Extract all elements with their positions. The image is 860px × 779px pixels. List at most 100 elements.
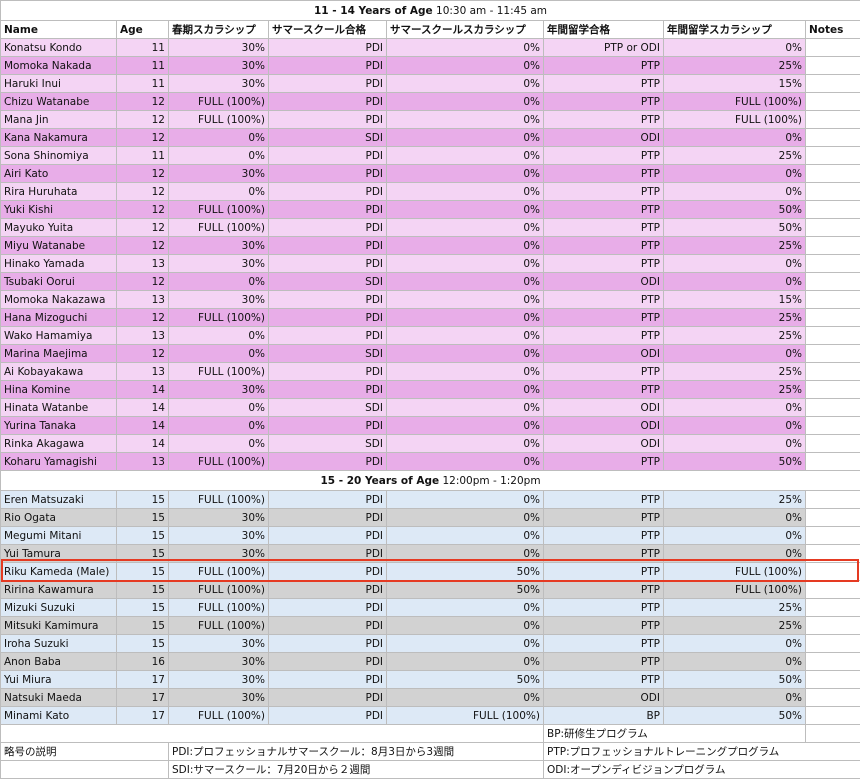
cell: PDI [269, 545, 387, 563]
cell: PTP [544, 617, 664, 635]
cell: FULL (100%) [169, 563, 269, 581]
notes-cell [806, 165, 860, 183]
student-name: Megumi Mitani [1, 527, 117, 545]
cell: PDI [269, 219, 387, 237]
notes-cell [806, 635, 860, 653]
header-cell: サマースクールスカラシップ [387, 21, 544, 39]
cell: FULL (100%) [169, 201, 269, 219]
student-name: Kana Nakamura [1, 129, 117, 147]
section-time: 10:30 am - 11:45 am [433, 5, 547, 17]
student-name: Yui Tamura [1, 545, 117, 563]
student-name: Iroha Suzuki [1, 635, 117, 653]
cell: 0% [387, 201, 544, 219]
student-name: Miyu Watanabe [1, 237, 117, 255]
cell: 14 [117, 417, 169, 435]
student-name: Tsubaki Oorui [1, 273, 117, 291]
student-name: Natsuki Maeda [1, 689, 117, 707]
header-cell: 年間留学合格 [544, 21, 664, 39]
cell: 30% [169, 689, 269, 707]
cell: 13 [117, 291, 169, 309]
cell: 0% [387, 255, 544, 273]
cell: 0% [664, 435, 806, 453]
cell: 0% [664, 635, 806, 653]
cell: PDI [269, 617, 387, 635]
cell: 0% [387, 165, 544, 183]
cell: PTP [544, 57, 664, 75]
notes-cell [806, 671, 860, 689]
cell: PDI [269, 653, 387, 671]
cell: PTP [544, 581, 664, 599]
cell: 30% [169, 75, 269, 93]
cell: 0% [169, 435, 269, 453]
student-name: Rira Huruhata [1, 183, 117, 201]
cell: 11 [117, 75, 169, 93]
cell: 15 [117, 617, 169, 635]
cell: FULL (100%) [169, 453, 269, 471]
cell: 0% [169, 345, 269, 363]
cell: PTP [544, 491, 664, 509]
notes-cell [806, 599, 860, 617]
notes-cell [806, 93, 860, 111]
cell: 0% [664, 653, 806, 671]
cell: 30% [169, 255, 269, 273]
legend-ptp: PTP:プロフェッショナルトレーニングプログラム [544, 743, 860, 761]
notes-cell [806, 183, 860, 201]
student-name: Mayuko Yuita [1, 219, 117, 237]
cell [1, 725, 544, 743]
cell: FULL (100%) [169, 309, 269, 327]
student-name: Rinka Akagawa [1, 435, 117, 453]
cell: 15 [117, 545, 169, 563]
cell: 25% [664, 617, 806, 635]
cell: 0% [387, 129, 544, 147]
cell: PTP [544, 237, 664, 255]
cell: 0% [169, 273, 269, 291]
cell: 0% [387, 75, 544, 93]
cell: FULL (100%) [169, 617, 269, 635]
cell: PDI [269, 165, 387, 183]
cell: PTP [544, 635, 664, 653]
cell: 16 [117, 653, 169, 671]
cell: 17 [117, 707, 169, 725]
notes-cell [806, 399, 860, 417]
cell: 11 [117, 39, 169, 57]
cell: FULL (100%) [664, 563, 806, 581]
notes-cell [806, 581, 860, 599]
cell: 12 [117, 237, 169, 255]
student-name: Konatsu Kondo [1, 39, 117, 57]
cell: 0% [387, 219, 544, 237]
cell: PDI [269, 39, 387, 57]
student-name: Ai Kobayakawa [1, 363, 117, 381]
cell: BP [544, 707, 664, 725]
cell: PDI [269, 381, 387, 399]
notes-cell [806, 219, 860, 237]
cell: 30% [169, 237, 269, 255]
cell: 15 [117, 563, 169, 581]
cell: SDI [269, 345, 387, 363]
notes-cell [806, 491, 860, 509]
cell: 50% [387, 581, 544, 599]
cell: 30% [169, 509, 269, 527]
cell: 0% [387, 183, 544, 201]
cell: PTP [544, 327, 664, 345]
cell: 30% [169, 635, 269, 653]
cell: 0% [387, 599, 544, 617]
cell: 14 [117, 435, 169, 453]
cell: 0% [387, 363, 544, 381]
cell: PTP [544, 219, 664, 237]
cell: PDI [269, 635, 387, 653]
cell: 25% [664, 327, 806, 345]
cell: 0% [387, 689, 544, 707]
cell: 12 [117, 345, 169, 363]
cell: FULL (100%) [169, 363, 269, 381]
cell: PTP [544, 165, 664, 183]
cell: ODI [544, 417, 664, 435]
cell: ODI [544, 399, 664, 417]
